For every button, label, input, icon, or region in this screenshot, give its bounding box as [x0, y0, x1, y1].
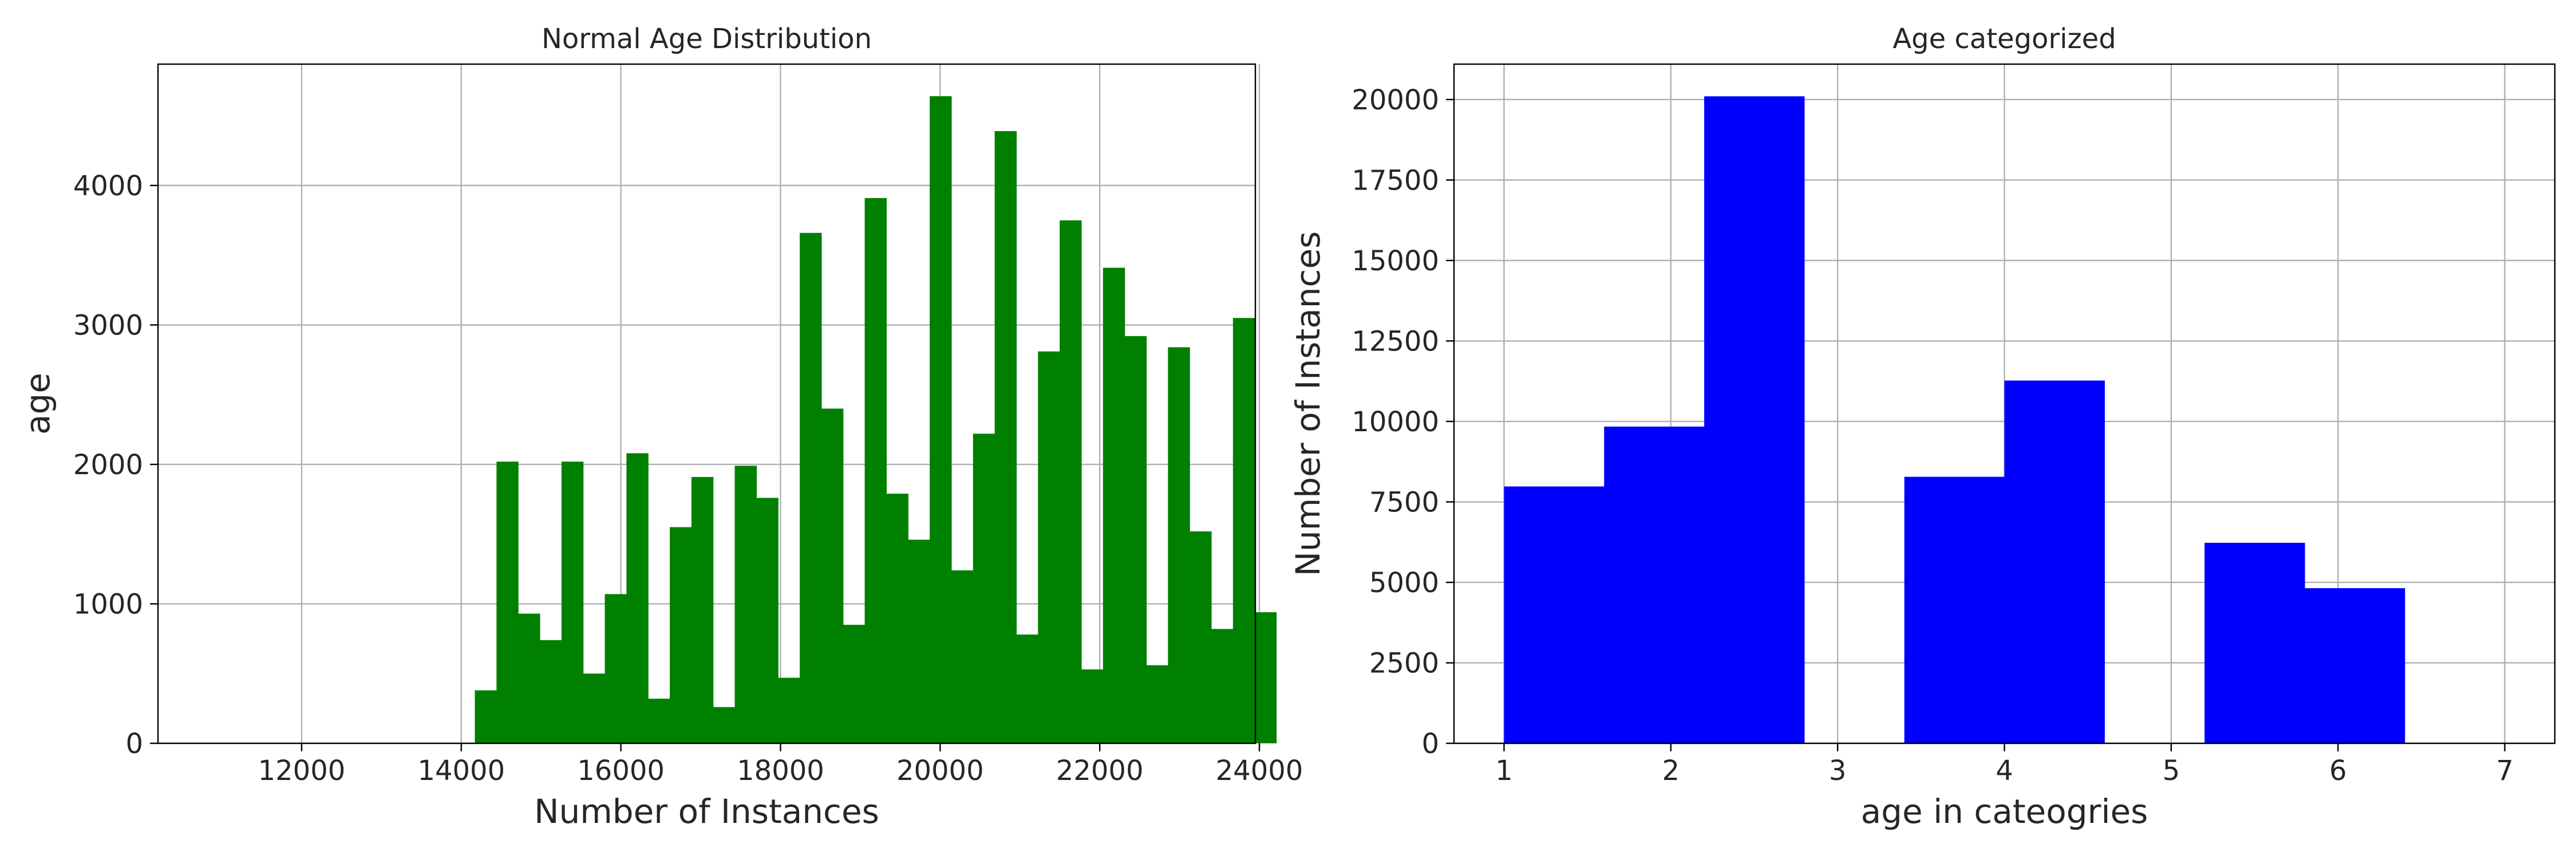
chart-title: Age categorized: [1893, 23, 2116, 55]
x-tick-label: 7: [2496, 755, 2514, 787]
x-axis-label: age in cateogries: [1861, 792, 2148, 831]
x-axis-label: Number of Instances: [534, 792, 879, 831]
y-tick-label: 2500: [1369, 647, 1439, 679]
histogram-bar: [583, 673, 606, 743]
histogram-bar: [1254, 612, 1277, 743]
y-tick-label: 15000: [1352, 245, 1439, 277]
x-tick-label: 20000: [896, 755, 984, 787]
histogram-bar: [1168, 347, 1190, 743]
histogram-bar: [1190, 531, 1212, 743]
histogram-bar: [1504, 486, 1605, 743]
histogram-bar: [1904, 476, 2005, 743]
histogram-bar: [1103, 267, 1125, 743]
y-tick-label: 5000: [1369, 567, 1439, 599]
histogram-bar: [1124, 336, 1147, 743]
histogram-bar: [561, 462, 584, 743]
histogram-bar: [800, 233, 822, 743]
histogram-bar: [1704, 96, 1805, 744]
x-tick-label: 24000: [1216, 755, 1303, 787]
histogram-bar: [670, 527, 692, 743]
histogram-bar: [1081, 669, 1104, 743]
y-tick-label: 12500: [1352, 325, 1439, 357]
x-tick-label: 4: [1996, 755, 2013, 787]
histogram-bar: [1232, 318, 1255, 743]
histogram-bar: [908, 539, 930, 743]
histogram-bar: [713, 707, 736, 743]
histogram-bar: [778, 677, 800, 743]
histogram-bar: [756, 498, 779, 743]
x-tick-label: 1: [1495, 755, 1513, 787]
x-tick-label: 14000: [417, 755, 505, 787]
histogram-bar: [1016, 635, 1038, 743]
y-tick-label: 20000: [1352, 84, 1439, 116]
x-tick-label: 2: [1662, 755, 1680, 787]
histogram-bar: [2004, 380, 2105, 743]
y-tick-label: 0: [125, 728, 143, 760]
x-tick-label: 22000: [1056, 755, 1144, 787]
histogram-bar: [973, 434, 995, 743]
x-tick-label: 18000: [737, 755, 824, 787]
x-tick-label: 12000: [258, 755, 346, 787]
histogram-bar: [1604, 426, 1705, 743]
histogram-bar: [540, 640, 562, 743]
plot-frame: [157, 63, 1257, 744]
histogram-bar: [605, 594, 627, 743]
y-tick-label: 1000: [73, 588, 143, 620]
histogram-bar: [994, 131, 1017, 744]
histogram-bar: [691, 476, 714, 743]
histogram-bar: [1038, 351, 1060, 743]
histogram-bar: [1211, 629, 1234, 743]
histogram-bar: [734, 466, 757, 743]
x-tick-label: 5: [2163, 755, 2180, 787]
chart-age-categorized: 1 2 3 4 5 6 7 0 2500 5000 7500 10000 12500 15000 17500…: [1289, 23, 2556, 831]
x-tick-label: 6: [2329, 755, 2347, 787]
histogram-bar: [1060, 220, 1082, 744]
histogram-bar: [951, 570, 974, 743]
histogram-bar: [843, 624, 866, 743]
y-axis-label: age: [18, 373, 57, 435]
y-tick-label: 17500: [1352, 164, 1439, 196]
histogram-bar: [626, 453, 649, 743]
histogram-bar: [518, 613, 540, 743]
histogram-bar: [864, 198, 887, 744]
histogram-bar: [821, 408, 844, 743]
y-tick-label: 7500: [1369, 486, 1439, 518]
histogram-bar: [1146, 665, 1168, 743]
y-tick-label: 2000: [73, 449, 143, 481]
histogram-bar: [648, 699, 670, 743]
y-tick-label: 4000: [73, 170, 143, 202]
histogram-bar: [2204, 542, 2305, 743]
histogram-bar: [2304, 588, 2405, 743]
x-tick-label: 16000: [577, 755, 665, 787]
y-axis-label: Number of Instances: [1289, 231, 1327, 577]
y-tick-label: 3000: [73, 309, 143, 341]
histogram-bar: [496, 462, 519, 743]
y-tick-label: 0: [1421, 728, 1439, 760]
chart-title: Normal Age Distribution: [542, 23, 872, 55]
histogram-bar: [886, 494, 908, 743]
x-tick-label: 3: [1829, 755, 1847, 787]
histogram-bar: [475, 690, 497, 743]
histogram-bar: [930, 96, 952, 743]
y-tick-label: 10000: [1352, 406, 1439, 438]
chart-normal-age-distribution: 12000 14000 16000 18000 20000 22000 24000 0 1000…: [18, 23, 1303, 831]
